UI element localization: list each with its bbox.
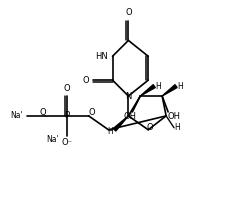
Text: OH: OH [124,112,137,121]
Text: O: O [63,84,70,93]
Text: HN: HN [95,52,108,61]
Text: Na': Na' [47,135,59,144]
Text: N: N [125,92,132,101]
Polygon shape [113,116,128,131]
Text: P: P [64,111,69,120]
Text: Na': Na' [11,111,23,120]
Polygon shape [140,85,155,96]
Text: O: O [82,76,89,85]
Text: H: H [155,82,161,91]
Text: O: O [125,8,132,17]
Text: O: O [147,123,153,132]
Text: O: O [40,108,46,117]
Text: H: H [174,123,180,132]
Text: H: H [108,127,113,136]
Text: O: O [88,108,95,117]
Text: OH: OH [168,112,181,121]
Polygon shape [162,85,177,96]
Text: H: H [177,82,183,91]
Text: O⁻: O⁻ [61,138,72,147]
